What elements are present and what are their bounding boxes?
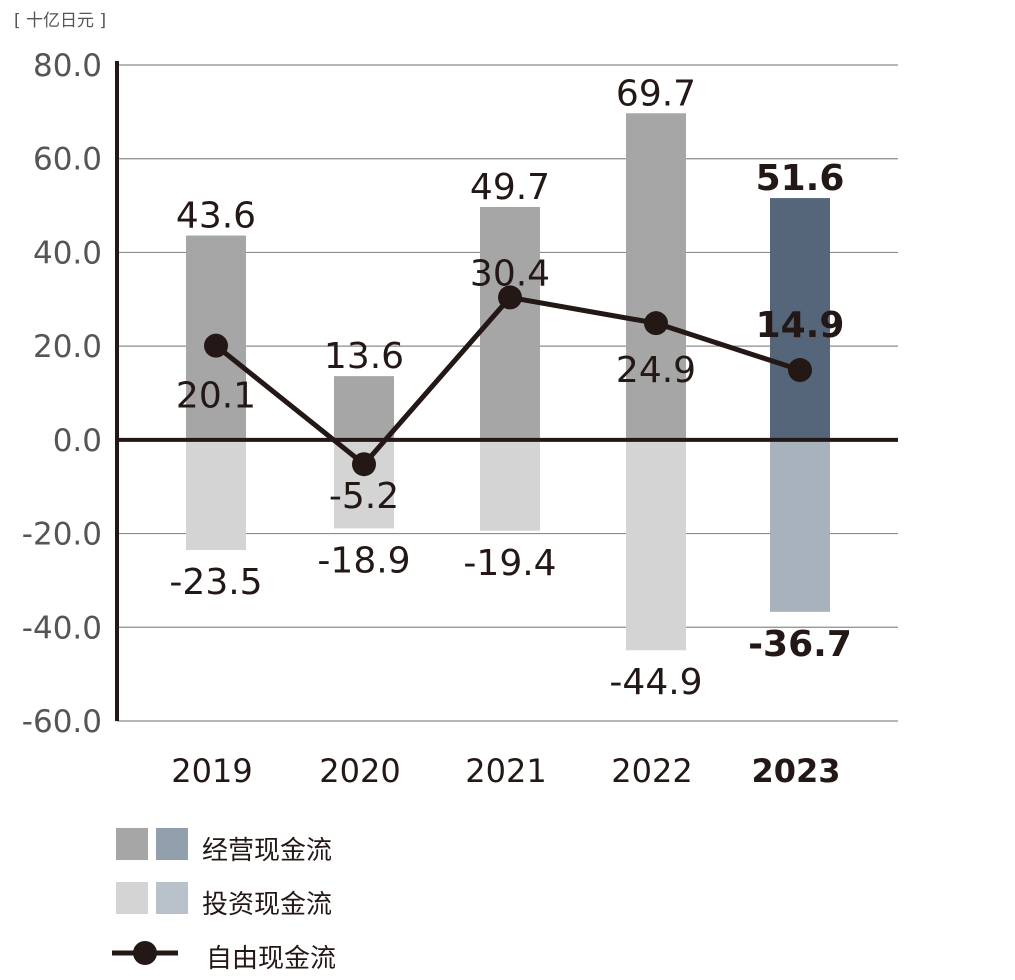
point-free-cash-flow [498, 285, 522, 310]
y-tick-label: 20.0 [33, 329, 102, 365]
legend-investing-swatch-past [116, 882, 148, 914]
legend-operating: 经营现金流 [116, 828, 516, 866]
bar-operating [626, 113, 686, 440]
legend-operating-label: 经营现金流 [202, 836, 333, 866]
data-label-investing: -44.9 [609, 662, 702, 703]
point-free-cash-flow [204, 333, 228, 358]
data-label-investing: -23.5 [169, 562, 262, 603]
bar-investing [770, 439, 830, 612]
point-free-cash-flow [644, 311, 668, 336]
y-tick-label: -20.0 [22, 517, 102, 553]
bar-operating [334, 376, 394, 440]
legend-investing: 投资现金流 [116, 882, 516, 920]
legend-operating-swatch-latest [156, 828, 188, 860]
point-free-cash-flow [352, 452, 376, 477]
data-label-investing: -36.7 [748, 624, 852, 665]
bar-investing [186, 439, 246, 550]
data-label-investing: -19.4 [463, 543, 556, 584]
data-label-operating: 69.7 [616, 73, 696, 114]
data-label-free-cash-flow: 24.9 [616, 350, 696, 391]
cash-flow-chart: 80.0 60.0 40.0 20.0 0.0 -20.0 -40.0 -60.0 43.6 -2… [22, 48, 898, 790]
data-label-free-cash-flow: -5.2 [329, 476, 399, 517]
data-label-operating: 13.6 [324, 336, 404, 377]
data-label-operating: 43.6 [176, 196, 256, 237]
y-tick-label: 0.0 [53, 423, 102, 459]
data-label-free-cash-flow: 30.4 [470, 253, 550, 294]
data-label-operating: 49.7 [470, 167, 550, 208]
y-tick-label: 60.0 [33, 142, 102, 178]
bar-operating [770, 198, 830, 440]
y-tick-label: 80.0 [33, 48, 102, 84]
legend-operating-swatch-past [116, 828, 148, 860]
legend-free-line-icon [112, 941, 178, 965]
legend-investing-swatch-latest [156, 882, 188, 914]
data-label-free-cash-flow: 14.9 [756, 305, 845, 346]
unit-label: [ 十亿日元 ] [14, 11, 107, 31]
x-tick-label: 2021 [465, 752, 546, 790]
legend-investing-label: 投资现金流 [202, 890, 333, 920]
data-label-free-cash-flow: 20.1 [176, 376, 256, 417]
bar-investing [480, 439, 540, 531]
bar-investing [626, 439, 686, 651]
point-free-cash-flow [788, 358, 812, 383]
x-tick-label: 2023 [751, 752, 840, 790]
legend-free: 自由现金流 [112, 936, 516, 974]
x-tick-label: 2022 [611, 752, 692, 790]
y-tick-label: -40.0 [22, 610, 102, 646]
x-tick-label: 2020 [319, 752, 400, 790]
y-tick-label: 40.0 [33, 235, 102, 271]
legend: 经营现金流 投资现金流 自由现金流 [112, 828, 536, 978]
data-label-investing: -18.9 [317, 540, 410, 581]
data-label-operating: 51.6 [756, 158, 845, 199]
y-tick-label: -60.0 [22, 704, 102, 740]
legend-free-label: 自由现金流 [206, 944, 337, 974]
x-tick-label: 2019 [171, 752, 252, 790]
